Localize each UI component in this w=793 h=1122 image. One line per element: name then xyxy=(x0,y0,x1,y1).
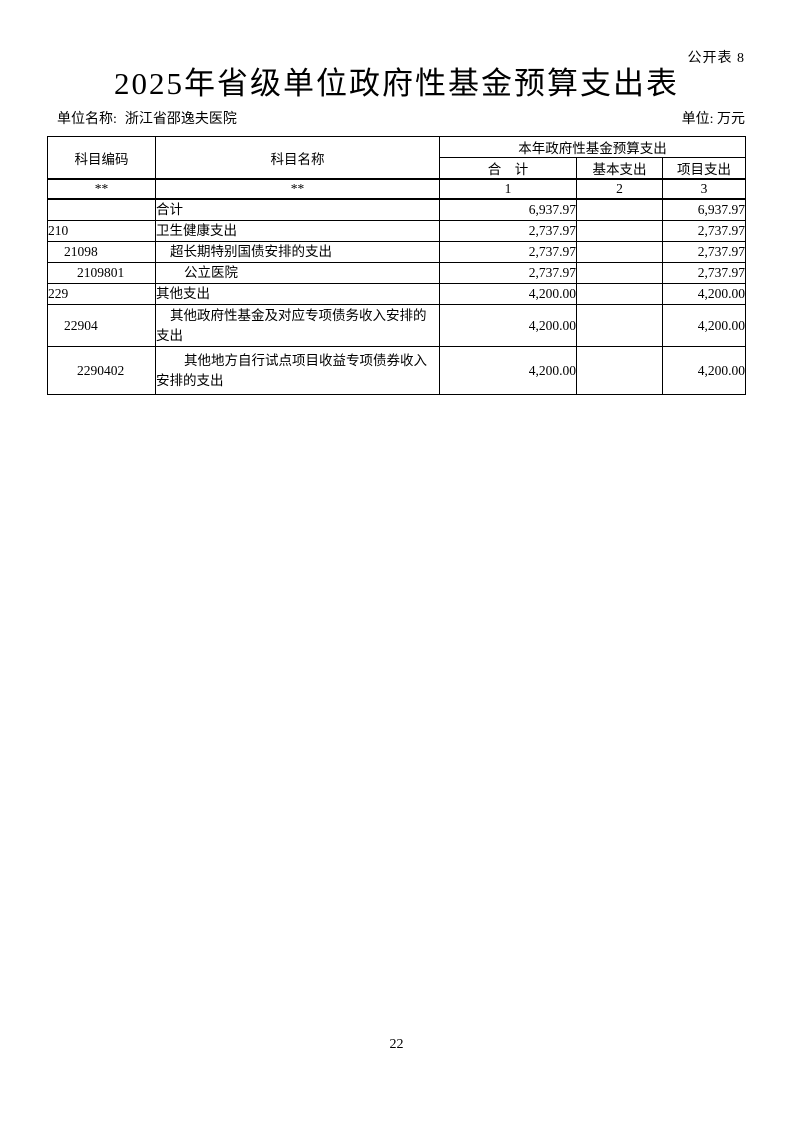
table-row-total: 合计 6,937.97 6,937.97 xyxy=(47,198,747,221)
cell-total: 4,200.00 xyxy=(439,283,577,305)
cell-name: 超长期特别国债安排的支出 xyxy=(155,241,440,263)
cell-name: 公立医院 xyxy=(155,262,440,284)
cell-project: 6,937.97 xyxy=(661,198,747,221)
cell-project: 2,737.97 xyxy=(661,262,747,284)
cell-project: 2,737.97 xyxy=(661,241,747,263)
header-row-2: 合 计 基本支出 项目支出 xyxy=(48,157,747,180)
column-number-2: 2 xyxy=(576,178,663,200)
header-basic-expenditure: 基本支出 xyxy=(576,157,663,180)
table-row-21098: 21098 超长期特别国债安排的支出 2,737.97 2,737.97 xyxy=(47,241,747,263)
cell-basic xyxy=(576,346,663,395)
page-title: 2025年省级单位政府性基金预算支出表 xyxy=(114,66,679,101)
meta-row: 单位名称: 浙江省邵逸夫医院 单位: 万元 xyxy=(57,108,745,128)
public-table-corner-label: 公开表 8 xyxy=(687,51,745,66)
cell-total: 2,737.97 xyxy=(439,241,577,263)
budget-expenditure-table: 科目编码 科目名称 本年政府性基金预算支出 合 计 基本支出 项目支出 ** *… xyxy=(47,136,747,395)
unit-of-measure-label: 单位: 万元 xyxy=(681,112,745,127)
name-mask-cell: ** xyxy=(155,178,440,200)
cell-code: 21098 xyxy=(47,241,156,263)
cell-project: 4,200.00 xyxy=(661,283,747,305)
cell-name: 卫生健康支出 xyxy=(155,220,440,242)
unit-name-value: 浙江省邵逸夫医院 xyxy=(124,112,237,127)
cell-basic xyxy=(576,304,663,347)
cell-basic xyxy=(576,220,663,242)
cell-code: 2290402 xyxy=(47,346,156,395)
cell-total: 2,737.97 xyxy=(439,262,577,284)
table-row-210: 210 卫生健康支出 2,737.97 2,737.97 xyxy=(47,220,747,242)
cell-name: 合计 xyxy=(155,198,440,221)
cell-total: 4,200.00 xyxy=(439,304,577,347)
header-group-current-year: 本年政府性基金预算支出 xyxy=(438,136,747,158)
cell-basic xyxy=(576,198,663,221)
header-subject-code: 科目编码 xyxy=(47,136,156,180)
cell-basic xyxy=(576,283,663,305)
table-row-2290402: 2290402 其他地方自行试点项目收益专项债券收入 安排的支出 4,200.0… xyxy=(47,346,747,395)
unit-name-line: 单位名称: 浙江省邵逸夫医院 xyxy=(57,108,237,128)
cell-name: 其他支出 xyxy=(155,283,440,305)
cell-total: 6,937.97 xyxy=(439,198,577,221)
page-number: 22 xyxy=(389,1037,404,1052)
header-row-1: 科目编码 科目名称 本年政府性基金预算支出 xyxy=(47,136,747,180)
cell-name: 其他地方自行试点项目收益专项债券收入 安排的支出 xyxy=(155,346,440,395)
cell-project: 2,737.97 xyxy=(661,220,747,242)
cell-project: 4,200.00 xyxy=(661,304,747,347)
column-number-1: 1 xyxy=(439,178,577,200)
code-mask-cell: ** xyxy=(47,178,156,200)
table-row-229: 229 其他支出 4,200.00 4,200.00 xyxy=(47,283,747,305)
column-index-row: ** ** 1 2 3 xyxy=(47,178,747,200)
cell-project: 4,200.00 xyxy=(661,346,747,395)
cell-basic xyxy=(576,262,663,284)
header-project-expenditure: 项目支出 xyxy=(661,157,747,180)
table-row-2109801: 2109801 公立医院 2,737.97 2,737.97 xyxy=(47,262,747,284)
cell-name: 其他政府性基金及对应专项债务收入安排的 支出 xyxy=(155,304,440,347)
table-row-22904: 22904 其他政府性基金及对应专项债务收入安排的 支出 4,200.00 4,… xyxy=(47,304,747,347)
cell-code: 229 xyxy=(47,283,156,305)
cell-total: 4,200.00 xyxy=(439,346,577,395)
cell-code xyxy=(47,198,156,221)
cell-basic xyxy=(576,241,663,263)
unit-name-label: 单位名称: xyxy=(57,112,117,127)
header-total: 合 计 xyxy=(439,157,577,180)
header-subject-name: 科目名称 xyxy=(155,136,440,180)
cell-total: 2,737.97 xyxy=(439,220,577,242)
cell-code: 210 xyxy=(47,220,156,242)
cell-code: 2109801 xyxy=(47,262,156,284)
cell-code: 22904 xyxy=(47,304,156,347)
column-number-3: 3 xyxy=(661,178,747,200)
